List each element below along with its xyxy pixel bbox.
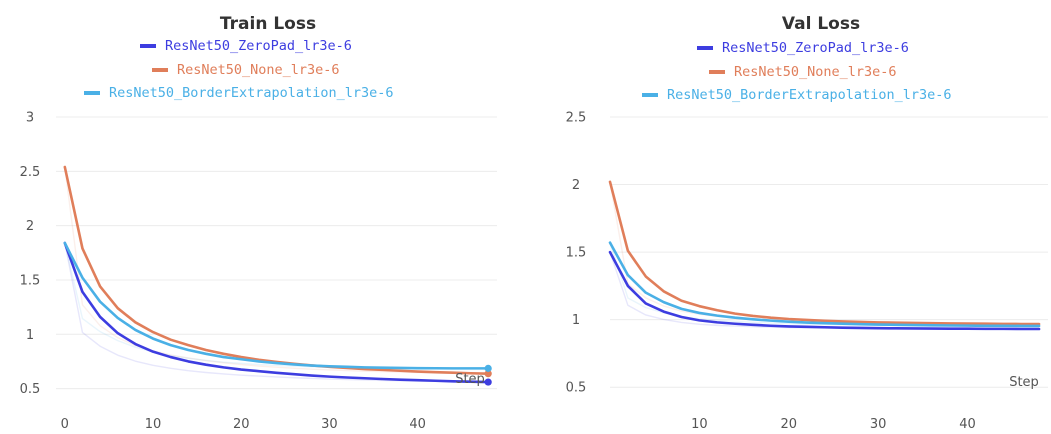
series-line: [63, 241, 490, 370]
series-lines: [63, 165, 492, 386]
x-tick-label: 40: [409, 417, 426, 432]
x-tick-label: 40: [959, 417, 976, 432]
raw-series-line: [64, 166, 489, 375]
y-tick-label: 2.5: [20, 165, 41, 180]
y-tick-label: 1.5: [566, 246, 587, 261]
x-axis-ticks: 10 20 30 40: [691, 417, 976, 432]
x-tick-label: 0: [61, 417, 69, 432]
legend-entry[interactable]: ResNet50_BorderExtrapolation_lr3e-6: [109, 85, 393, 101]
y-tick-label: 1: [572, 313, 580, 328]
y-tick-label: 0.5: [20, 382, 41, 397]
y-tick-label: 2: [572, 178, 580, 193]
series-line: [608, 180, 1041, 326]
legend-entry[interactable]: ResNet50_None_lr3e-6: [177, 62, 340, 78]
legend-entry[interactable]: ResNet50_ZeroPad_lr3e-6: [722, 40, 909, 56]
series-line: [63, 241, 490, 384]
x-tick-label: 20: [233, 417, 250, 432]
raw-series-line: [609, 242, 1040, 327]
legend-entry[interactable]: ResNet50_ZeroPad_lr3e-6: [165, 38, 352, 54]
series-end-marker: [484, 378, 492, 386]
grid: [56, 116, 497, 390]
series-line: [608, 241, 1041, 328]
series-line: [608, 250, 1041, 331]
x-tick-label: 10: [145, 417, 162, 432]
raw-series-line: [609, 181, 1040, 325]
raw-series-line: [609, 251, 1040, 330]
y-axis-ticks: 0.5 1 1.5 2 2.5 3: [20, 111, 41, 398]
chart-title: Val Loss: [782, 14, 860, 34]
y-tick-label: 0.5: [566, 381, 587, 396]
y-tick-label: 2.5: [566, 111, 587, 126]
y-tick-label: 1: [26, 328, 34, 343]
legend-entry[interactable]: ResNet50_BorderExtrapolation_lr3e-6: [667, 87, 951, 103]
train-loss-plot: Train Loss ResNet50_ZeroPad_lr3e-6ResNet…: [20, 14, 497, 432]
legend[interactable]: ResNet50_ZeroPad_lr3e-6 ResNet50_None_lr3…: [84, 38, 393, 101]
x-tick-label: 10: [691, 417, 708, 432]
series-lines: [608, 180, 1041, 331]
y-axis-ticks: 0.5 1 1.5 2 2.5: [566, 111, 587, 396]
x-tick-label: 20: [781, 417, 798, 432]
chart-title: Train Loss: [220, 14, 316, 34]
x-axis-label: Step: [1009, 375, 1039, 390]
series-end-marker: [484, 370, 492, 378]
x-tick-label: 30: [870, 417, 887, 432]
legend-entry[interactable]: ResNet50_None_lr3e-6: [734, 64, 897, 80]
train-loss-chart: Train Loss ResNet50_ZeroPad_lr3e-6 ResNet…: [0, 0, 525, 434]
x-tick-label: 30: [321, 417, 338, 432]
val-loss-plot: Val Loss ResNet50_ZeroPad_lr3e-6ResNet50…: [566, 14, 1048, 432]
x-axis-ticks: 0 10 20 30 40: [61, 417, 426, 432]
y-tick-label: 2: [26, 219, 34, 234]
series-end-marker: [484, 364, 492, 372]
legend[interactable]: ResNet50_ZeroPad_lr3e-6 ResNet50_None_lr3…: [642, 40, 951, 103]
raw-series-line: [64, 242, 489, 370]
grid: [610, 116, 1048, 388]
x-axis-label: Step: [455, 372, 485, 387]
y-tick-label: 3: [26, 111, 34, 126]
y-tick-label: 1.5: [20, 273, 41, 288]
val-loss-chart: Val Loss ResNet50_ZeroPad_lr3e-6 ResNet50…: [526, 0, 1051, 434]
